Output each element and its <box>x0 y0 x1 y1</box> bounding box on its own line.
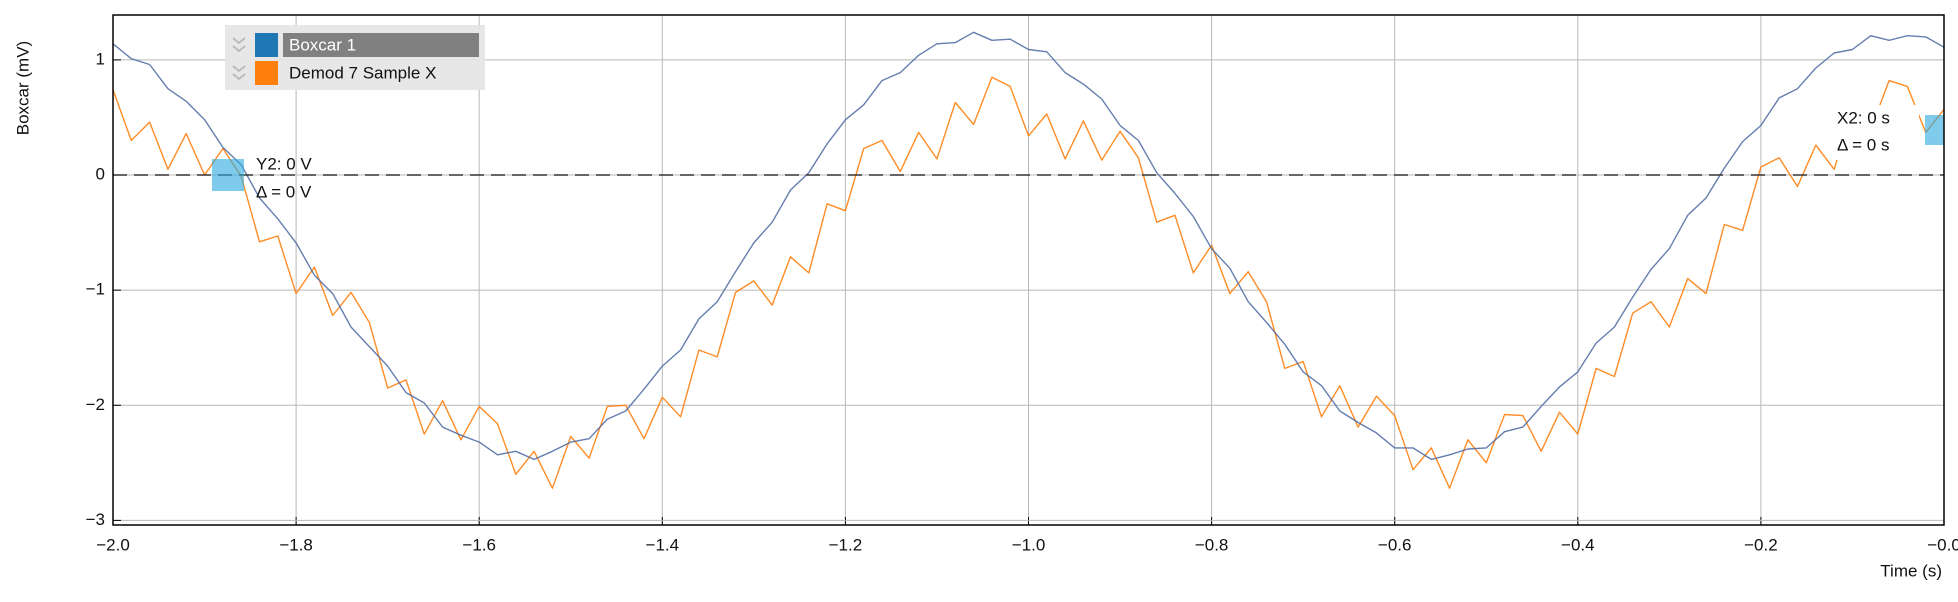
legend-swatch[interactable] <box>255 33 278 57</box>
x-axis-label: Time (s) <box>1880 561 1942 580</box>
x-tick-label: −2.0 <box>96 535 130 554</box>
x-tick-label: −0.6 <box>1378 535 1412 554</box>
y-tick-label: −1 <box>86 280 105 299</box>
cursor-y-delta: Δ = 0 V <box>256 183 312 202</box>
x-tick-label: −0.2 <box>1744 535 1778 554</box>
legend-label[interactable]: Demod 7 Sample X <box>289 63 436 82</box>
x-tick-label: −1.4 <box>646 535 680 554</box>
legend-label[interactable]: Boxcar 1 <box>289 35 356 54</box>
cursor-y-handle[interactable] <box>212 159 244 192</box>
legend-handle <box>232 37 246 53</box>
legend-handle <box>232 65 246 81</box>
y-tick-label: −3 <box>86 510 105 529</box>
x-tick-label: −1.8 <box>279 535 313 554</box>
legend-highlight <box>283 33 479 57</box>
plot-frame <box>112 14 1945 526</box>
legend-swatch[interactable] <box>255 61 278 85</box>
cursor-x-box <box>1831 105 1919 160</box>
series-line <box>112 76 1945 489</box>
y-tick-label: −2 <box>86 395 105 414</box>
x-tick-label: −0.4 <box>1561 535 1595 554</box>
x-tick-label: −0.8 <box>1195 535 1229 554</box>
cursor-x-delta: Δ = 0 s <box>1837 135 1889 154</box>
cursor-x-handle[interactable] <box>1925 115 1944 145</box>
cursor-x-label: X2: 0 s <box>1837 108 1890 127</box>
y-axis-label: Boxcar (mV) <box>13 41 32 135</box>
cursor-y-label: Y2: 0 V <box>256 155 312 174</box>
x-tick-label: −1.6 <box>462 535 496 554</box>
x-tick-label: −0.0 <box>1927 535 1958 554</box>
x-tick-label: −1.0 <box>1012 535 1046 554</box>
x-tick-label: −1.2 <box>829 535 863 554</box>
y-tick-label: 0 <box>96 165 105 184</box>
series-line <box>112 31 1945 461</box>
y-tick-label: 1 <box>96 49 105 68</box>
